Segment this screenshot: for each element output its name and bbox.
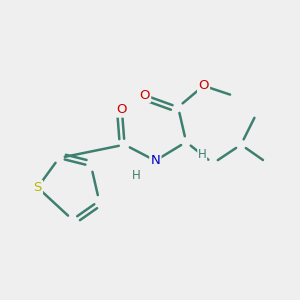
Text: H: H bbox=[198, 148, 207, 160]
Text: N: N bbox=[151, 154, 160, 167]
Text: O: O bbox=[198, 79, 209, 92]
Text: S: S bbox=[33, 181, 42, 194]
Text: O: O bbox=[117, 103, 127, 116]
Text: H: H bbox=[132, 169, 140, 182]
Text: O: O bbox=[140, 88, 150, 102]
